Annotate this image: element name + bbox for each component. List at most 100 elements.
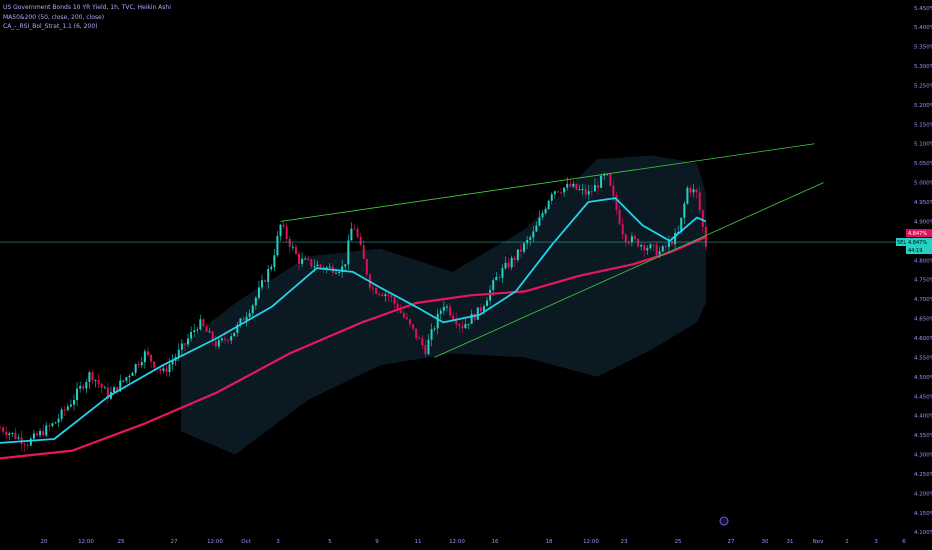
candle-body <box>150 354 153 362</box>
candle-body <box>32 433 35 439</box>
candle-body <box>143 351 146 363</box>
legend-ma[interactable]: MA50&200 (50, close, 200, close) <box>3 13 105 21</box>
y-tick-label: 5.300% <box>914 64 932 70</box>
candle-body <box>476 307 479 320</box>
candle-body <box>310 259 313 267</box>
candle-body <box>276 235 279 256</box>
candle-body <box>640 245 643 247</box>
candle-body <box>193 330 196 333</box>
candle-body <box>88 372 91 383</box>
candle-body <box>661 246 664 252</box>
candle-body <box>529 237 532 240</box>
candle-body <box>618 209 621 225</box>
candle-body <box>541 213 544 218</box>
legend-symbol[interactable]: US Government Bonds 10 YR Yield, 1h, TVC… <box>3 4 171 11</box>
candle-body <box>298 253 301 264</box>
candle-body <box>556 191 559 193</box>
candle-body <box>199 319 202 330</box>
candle-body <box>421 338 424 346</box>
y-tick-label: 4.450% <box>914 394 932 400</box>
candle-body <box>316 264 319 267</box>
candle-body <box>106 387 109 399</box>
candle-body <box>408 319 411 325</box>
candle-body <box>569 183 572 187</box>
sell-tag <box>896 238 906 247</box>
indicator-price-label: 4.847% <box>908 240 927 246</box>
candle-body <box>470 314 473 324</box>
candle-body <box>353 228 356 230</box>
candle-body <box>171 360 174 365</box>
trendline[interactable] <box>434 182 824 358</box>
y-tick-label: 4.150% <box>914 511 932 517</box>
x-tick-label: 16 <box>492 539 499 545</box>
candle-body <box>482 306 485 312</box>
candle-body <box>390 295 393 298</box>
candle-body <box>242 318 245 321</box>
candle-body <box>442 306 445 311</box>
candle-body <box>547 200 550 209</box>
candle-body <box>587 191 590 195</box>
y-tick-label: 4.750% <box>914 278 932 284</box>
candle-body <box>162 368 165 371</box>
candle-body <box>507 262 510 268</box>
candle-body <box>606 173 609 175</box>
candle-body <box>17 437 20 439</box>
trendline[interactable] <box>280 143 815 222</box>
candle-body <box>590 191 593 193</box>
candle-body <box>375 287 378 294</box>
candle-body <box>581 189 584 191</box>
x-tick-label: 23 <box>621 539 628 545</box>
candle-body <box>5 431 8 435</box>
candle-body <box>125 377 128 381</box>
candle-body <box>630 236 633 243</box>
candle-body <box>301 258 304 264</box>
candle-body <box>667 241 670 247</box>
candle-body <box>116 387 119 392</box>
x-tick-label: 9 <box>375 539 379 545</box>
candle-body <box>544 208 547 214</box>
candle-body <box>538 217 541 226</box>
candle-body <box>233 332 236 337</box>
candle-body <box>692 189 695 193</box>
candle-body <box>560 192 563 194</box>
x-tick-label: 12:00 <box>583 539 599 545</box>
candle-body <box>236 324 239 333</box>
candle-body <box>11 432 14 434</box>
candle-body <box>566 183 569 188</box>
candle-body <box>264 280 267 282</box>
candle-body <box>387 294 390 296</box>
candle-body <box>553 191 556 195</box>
candle-body <box>344 264 347 267</box>
candle-body <box>180 343 183 350</box>
candle-body <box>467 323 470 325</box>
x-tick-label: 25 <box>118 539 125 545</box>
candle-body <box>486 300 489 307</box>
candle-body <box>72 399 75 405</box>
candle-body <box>399 310 402 314</box>
countdown-label: 44:19 <box>908 248 922 254</box>
candle-body <box>79 386 82 389</box>
x-tick-label: 25 <box>675 539 682 545</box>
candle-body <box>652 244 655 246</box>
candle-body <box>313 266 316 268</box>
y-tick-label: 4.800% <box>914 258 932 264</box>
candle-body <box>91 372 94 381</box>
candle-body <box>304 258 307 260</box>
candle-body <box>134 364 137 373</box>
candle-body <box>140 362 143 366</box>
candle-body <box>183 343 186 345</box>
candle-body <box>492 280 495 290</box>
event-marker-icon[interactable] <box>719 516 729 526</box>
y-tick-label: 5.150% <box>914 122 932 128</box>
candle-body <box>42 430 45 436</box>
x-tick-label: 27 <box>728 539 735 545</box>
legend-strategy[interactable]: CA_-_RSI_Bol_Strat_1.1 (6, 200) <box>3 23 98 30</box>
candle-body <box>597 185 600 188</box>
candle-body <box>489 289 492 301</box>
candle-body <box>704 226 707 247</box>
candle-body <box>205 326 208 332</box>
candle-body <box>282 224 285 227</box>
candle-body <box>523 243 526 252</box>
candle-body <box>245 316 248 321</box>
